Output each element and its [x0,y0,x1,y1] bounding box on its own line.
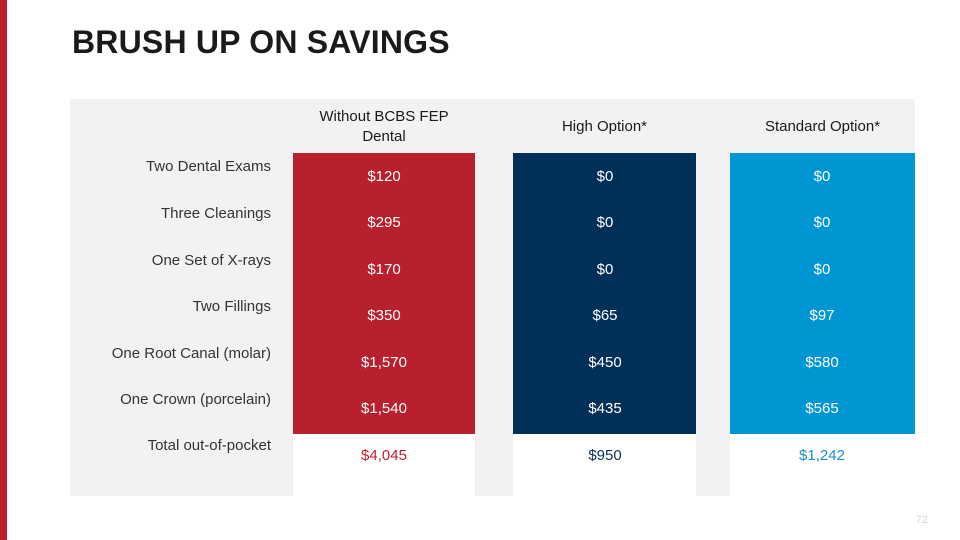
total-cell: $950 [588,447,622,464]
table-cell: $170 [367,261,401,278]
column-standard-option-total-bg [730,434,915,496]
column-high-option-fill [513,153,696,434]
row-label: Three Cleanings [160,205,271,222]
table-cell: $450 [588,354,622,371]
table-cell: $0 [813,214,831,231]
table-cell: $0 [596,168,614,185]
total-label: Total out-of-pocket [147,437,271,454]
table-cell: $0 [596,214,614,231]
header-high-option: High Option* [561,118,648,135]
table-cell: $350 [367,307,401,324]
header-without-dental: Without BCBS FEP Dental [319,108,449,145]
column-without-dental-fill [293,153,475,434]
column-standard-option-fill [730,153,915,434]
page-number: 72 [915,514,928,526]
row-label: One Crown (porcelain) [120,391,271,408]
table-cell: $120 [367,168,401,185]
table-cell: $0 [813,261,831,278]
row-label: One Root Canal (molar) [111,345,271,362]
table-cell: $580 [805,354,839,371]
table-cell: $97 [809,307,835,324]
table-cell: $1,540 [361,400,407,417]
column-high-option-total-bg [513,434,696,496]
header-standard-option: Standard Option* [764,118,881,135]
table-cell: $0 [813,168,831,185]
table-cell: $295 [367,214,401,231]
page-title: BRUSH UP ON SAVINGS [72,24,450,60]
table-cell: $1,570 [361,354,407,371]
label-gutter [70,99,293,496]
row-label: Two Dental Exams [145,158,271,175]
accent-bar [0,0,7,540]
total-cell: $1,242 [799,447,845,464]
total-cell: $4,045 [361,447,407,464]
table-cell: $0 [596,261,614,278]
row-label: Two Fillings [192,298,271,315]
column-without-dental-total-bg [293,434,475,496]
row-label: One Set of X-rays [151,252,271,269]
table-cell: $435 [588,400,622,417]
table-cell: $565 [805,400,839,417]
table-cell: $65 [592,307,618,324]
